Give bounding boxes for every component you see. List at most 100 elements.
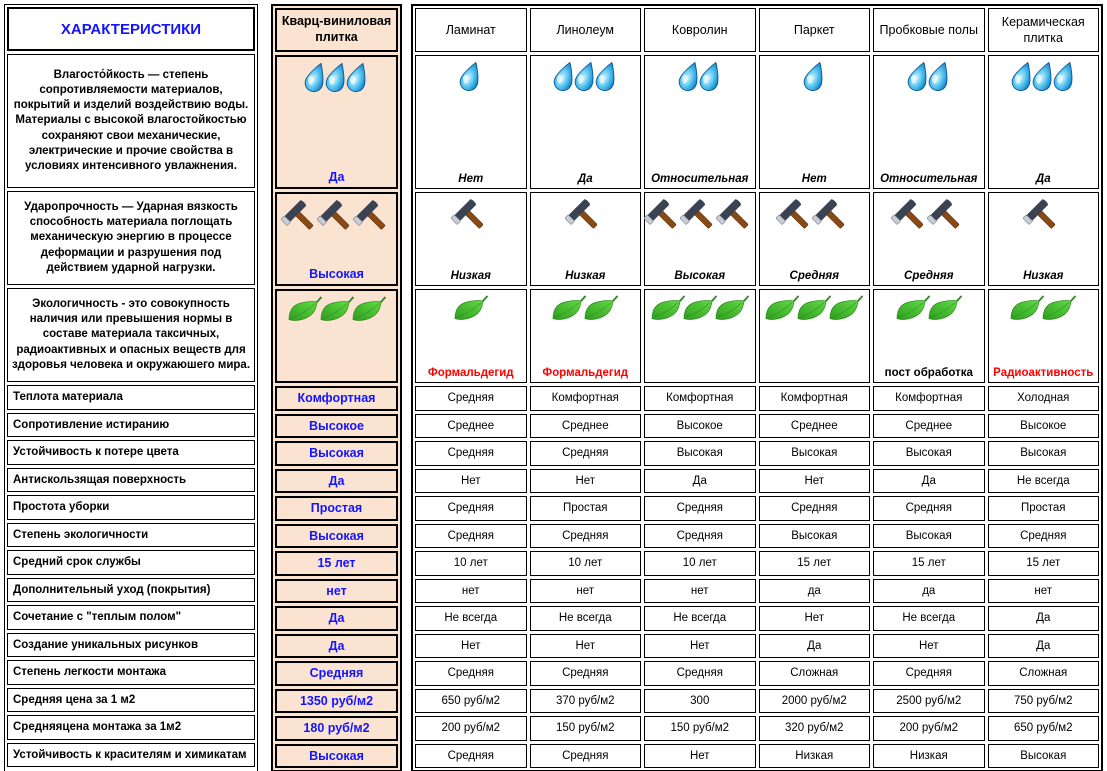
material-value-r13-c1: 200 руб/м2: [415, 716, 527, 741]
characteristic-label-1: Теплота материала: [7, 385, 255, 410]
material-value-r3-c2: Средняя: [529, 441, 641, 466]
leaf-icon-group: [453, 295, 489, 323]
material-value-r5-c1: Средняя: [415, 496, 527, 521]
material-value-r6-c1: Средняя: [415, 523, 527, 548]
characteristic-label-2: Сопротивление истиранию: [7, 412, 255, 437]
material-icon-cell-r1-c3: Относительная: [644, 55, 756, 189]
material-value-r2-c2: Среднее: [529, 413, 641, 438]
material-value-r13-c3: 150 руб/м2: [644, 716, 756, 741]
material-value-r6-c2: Средняя: [529, 523, 641, 548]
material-icon-cell-r3-c1: Формальдегид: [415, 289, 527, 383]
hammer-icon: [890, 198, 931, 236]
material-value-r9-c4: Нет: [758, 606, 870, 631]
drop-icon-group: [907, 61, 952, 94]
material-value-r8-c5: да: [873, 578, 985, 603]
leaf-icon-group: [288, 296, 387, 324]
material-icon-caption: Формальдегид: [542, 367, 629, 379]
leaf-icon: [351, 296, 387, 324]
material-value-r12-c6: 750 руб/м2: [987, 688, 1099, 713]
material-value-r9-c5: Не всегда: [873, 606, 985, 631]
material-value-r11-c4: Сложная: [758, 661, 870, 686]
hammer-icon-group: [280, 199, 393, 237]
drop-icon: [927, 61, 952, 94]
material-icon-cell-r2-c5: Средняя: [873, 192, 985, 286]
material-value-r1-c3: Комфортная: [644, 386, 756, 411]
characteristic-label-8: Дополнительный уход (покрытия): [7, 577, 255, 602]
drop-icon: [677, 61, 702, 94]
drop-icon: [698, 61, 723, 94]
material-value-r3-c1: Средняя: [415, 441, 527, 466]
material-icon-caption: Средняя: [904, 270, 954, 282]
quartz-value-12: 1350 руб/м2: [275, 688, 398, 713]
hammer-icon: [679, 198, 720, 236]
materials-table: Ламинат Линолеум Ковролин Паркет Пробковые п…: [411, 4, 1103, 771]
material-value-r14-c6: Высокая: [987, 743, 1099, 768]
quartz-value-3: Высокая: [275, 441, 398, 466]
quartz-icon-cell-3: [275, 289, 398, 383]
quartz-value-13: 180 руб/м2: [275, 716, 398, 741]
material-icon-caption: пост обработка: [884, 367, 973, 379]
material-value-r7-c6: 15 лет: [987, 551, 1099, 576]
drop-icon-group: [460, 61, 481, 94]
drop-icon-group: [553, 61, 619, 94]
quartz-icon-caption: Да: [328, 170, 345, 184]
material-icon-cell-r2-c4: Средняя: [758, 192, 870, 286]
material-header-5: Пробковые полы: [873, 8, 985, 52]
material-value-r5-c4: Средняя: [758, 496, 870, 521]
material-value-r7-c1: 10 лет: [415, 551, 527, 576]
quartz-value-4: Да: [275, 468, 398, 493]
drop-icon: [1052, 61, 1077, 94]
material-value-r4-c4: Нет: [758, 468, 870, 493]
quartz-value-6: Высокая: [275, 523, 398, 548]
material-value-r13-c4: 320 руб/м2: [758, 716, 870, 741]
hammer-icon: [643, 198, 684, 236]
leaf-icon: [551, 295, 587, 323]
material-value-r9-c2: Не всегда: [529, 606, 641, 631]
material-value-r10-c5: Нет: [873, 633, 985, 658]
material-icon-cell-r3-c4: [758, 289, 870, 383]
drop-icon-group: [303, 62, 368, 95]
material-value-r11-c5: Средняя: [873, 661, 985, 686]
material-header-4: Паркет: [758, 8, 870, 52]
characteristic-label-5: Простота уборки: [7, 495, 255, 520]
hammer-icon: [316, 199, 357, 237]
material-value-r3-c4: Высокая: [758, 441, 870, 466]
drop-icon-group: [1011, 61, 1077, 94]
material-value-r2-c1: Среднее: [415, 413, 527, 438]
characteristic-label-3: Устойчивость к потере цвета: [7, 440, 255, 465]
hammer-icon-group: [450, 198, 489, 236]
quartz-value-9: Да: [275, 606, 398, 631]
material-value-r7-c3: 10 лет: [644, 551, 756, 576]
material-value-r8-c6: нет: [987, 578, 1099, 603]
quartz-value-11: Средняя: [275, 661, 398, 686]
leaf-icon: [796, 295, 832, 323]
material-value-r6-c3: Средняя: [644, 523, 756, 548]
material-icon-caption: Относительная: [651, 173, 749, 185]
material-icon-caption: Формальдегид: [427, 367, 514, 379]
material-value-r14-c3: Нет: [644, 743, 756, 768]
leaf-icon-group: [1009, 295, 1077, 323]
material-value-r8-c2: нет: [529, 578, 641, 603]
material-value-r7-c5: 15 лет: [873, 551, 985, 576]
material-value-r10-c6: Да: [987, 633, 1099, 658]
drop-icon: [594, 61, 619, 94]
leaf-icon: [764, 295, 800, 323]
material-value-r11-c2: Средняя: [529, 661, 641, 686]
characteristics-title: ХАРАКТЕРИСТИКИ: [60, 20, 202, 38]
hammer-icon: [715, 198, 756, 236]
drop-icon: [303, 62, 328, 95]
material-value-r11-c3: Средняя: [644, 661, 756, 686]
leaf-icon: [453, 295, 489, 323]
leaf-icon: [583, 295, 619, 323]
hammer-icon-group: [1023, 198, 1061, 236]
leaf-icon-group: [551, 295, 619, 323]
leaf-icon: [1009, 295, 1045, 323]
quartz-value-14: Высокая: [275, 743, 398, 768]
material-icon-caption: Средняя: [789, 270, 839, 282]
hammer-icon-group: [890, 198, 965, 236]
material-value-r6-c5: Высокая: [873, 523, 985, 548]
material-icon-cell-r1-c1: Нет: [415, 55, 527, 189]
hammer-icon: [352, 199, 393, 237]
quartz-value-7: 15 лет: [275, 551, 398, 576]
